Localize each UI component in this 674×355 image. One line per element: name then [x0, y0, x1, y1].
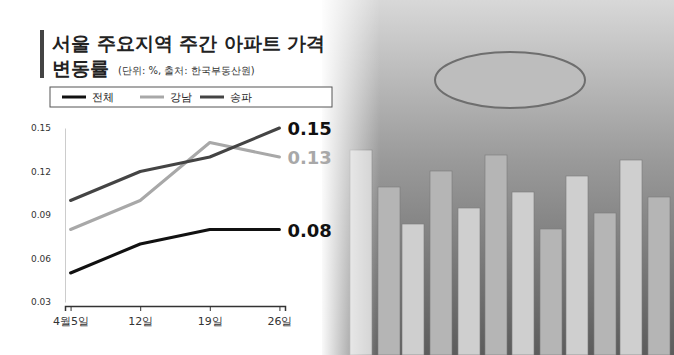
x-tick-mark [140, 306, 141, 311]
y-axis: 0.03 0.06 0.09 0.12 0.15 [31, 123, 66, 307]
y-tick: 0.06 [31, 254, 65, 264]
annotations: 0.15 0.13 0.08 [287, 118, 331, 241]
x-tick: 19일 [198, 306, 223, 328]
series-line [71, 230, 280, 274]
x-tick-label: 4월5일 [53, 315, 89, 328]
y-tick: 0.12 [31, 167, 65, 177]
x-tick-mark [210, 306, 211, 311]
photo-building [594, 213, 616, 355]
photo-building [540, 229, 562, 355]
x-tick-mark [71, 306, 72, 311]
title: 변동률 [52, 57, 109, 79]
legend-label: 송파 [230, 91, 252, 104]
x-tick: 12일 [128, 306, 153, 328]
subtitle: (단위: %, 출처: 한국부동산원) [118, 65, 255, 76]
x-tick: 26일 [267, 306, 292, 328]
y-tick-label: 0.06 [31, 254, 51, 264]
photo-building [402, 224, 424, 355]
x-axis-line [66, 307, 286, 312]
legend-swatch [200, 96, 224, 99]
x-tick: 4월5일 [53, 306, 89, 328]
photo-building [430, 171, 452, 355]
x-tick-label: 19일 [198, 315, 223, 328]
legend-label: 강남 [170, 91, 192, 104]
y-tick-label: 0.15 [31, 123, 51, 133]
x-tick-mark [279, 306, 280, 311]
y-tick: 0.03 [31, 297, 65, 307]
photo-background [320, 0, 674, 355]
photo-building [512, 192, 534, 355]
y-axis-line [65, 129, 66, 303]
y-tick: 0.15 [31, 123, 65, 133]
photo-fade [320, 0, 380, 355]
photo-placeholder [320, 0, 674, 355]
y-tick-label: 0.09 [31, 210, 51, 220]
x-tick-label: 12일 [128, 315, 153, 328]
photo-stadium [435, 52, 585, 108]
x-axis: 4월5일 12일 19일 26일 [53, 306, 292, 328]
legend: 전체 강남 송파 [50, 87, 332, 107]
legend-swatch [140, 96, 164, 99]
photo-building [458, 208, 480, 355]
photo-building [566, 176, 588, 355]
legend-swatch [62, 96, 86, 99]
title-bar [40, 30, 44, 78]
photo-building [485, 155, 507, 355]
photo-building [620, 160, 642, 355]
y-tick-label: 0.12 [31, 167, 51, 177]
end-label: 0.15 [287, 118, 331, 139]
photo-building [648, 197, 670, 355]
photo-building [378, 187, 400, 355]
series-line [71, 128, 280, 201]
y-tick: 0.09 [31, 210, 65, 220]
x-tick-label: 26일 [267, 315, 292, 328]
title: 서울 주요지역 주간 아파트 가격 [52, 32, 325, 54]
end-label: 0.13 [287, 147, 331, 168]
legend-box [50, 87, 332, 107]
legend-label: 전체 [92, 91, 114, 104]
end-label: 0.08 [287, 220, 331, 241]
y-tick-label: 0.03 [31, 297, 51, 307]
plot-area [71, 128, 280, 273]
